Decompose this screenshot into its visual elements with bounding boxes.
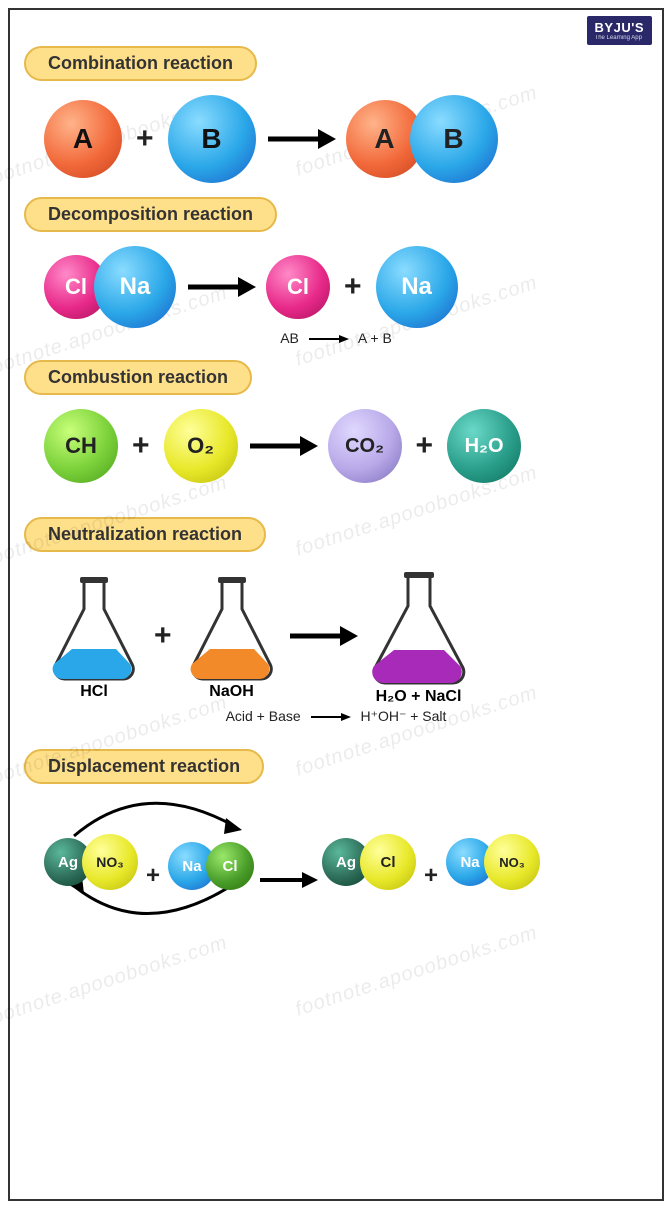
arrow-icon [309, 334, 349, 344]
eq-left: Acid + Base [226, 708, 301, 724]
brand-tag: The Learning App [595, 35, 644, 41]
flask-icon [44, 571, 144, 681]
arrow-icon [288, 624, 358, 648]
section-combination: Combination reaction A + B A B [24, 46, 648, 183]
molecule-clna: Cl Na [44, 246, 176, 328]
curved-arrow-top [34, 786, 254, 846]
section-decomposition: Decomposition reaction Cl Na Cl + Na AB … [24, 197, 648, 346]
arrow-icon [266, 127, 336, 151]
displacement-row: Ag NO₃ + Na Cl Ag Cl + Na NO₃ [44, 834, 648, 890]
atom-h2o: H₂O [447, 409, 521, 483]
atom-b2: B [410, 95, 498, 183]
atom-o2: O₂ [164, 409, 238, 483]
atom-na: Na [94, 246, 176, 328]
flask-naoh: NaOH [182, 571, 282, 701]
title-combination: Combination reaction [24, 46, 257, 81]
neutralization-row: HCl + NaOH H₂O + NaCl [44, 566, 648, 706]
section-displacement: Displacement reaction Ag NO₃ + Na Cl Ag [24, 749, 648, 890]
title-combustion: Combustion reaction [24, 360, 252, 395]
watermark: footnote.apooobooks.com [0, 931, 231, 1031]
label-product: H₂O + NaCl [376, 688, 462, 706]
eq-left: AB [280, 330, 299, 346]
decomp-equation: AB A + B [24, 330, 648, 346]
atom-no3: NO₃ [82, 834, 138, 890]
atom-ch: CH [44, 409, 118, 483]
combination-row: A + B A B [44, 95, 648, 183]
section-combustion: Combustion reaction CH + O₂ CO₂ + H₂O [24, 360, 648, 483]
plus-icon: + [420, 862, 442, 890]
atom-b: B [168, 95, 256, 183]
plus-icon: + [150, 619, 176, 653]
decomposition-row: Cl Na Cl + Na [44, 246, 648, 328]
label-naoh: NaOH [209, 683, 253, 701]
title-displacement: Displacement reaction [24, 749, 264, 784]
neut-equation: Acid + Base H⁺OH⁻ + Salt [24, 708, 648, 725]
title-neutralization: Neutralization reaction [24, 517, 266, 552]
title-decomposition: Decomposition reaction [24, 197, 277, 232]
flask-hcl: HCl [44, 571, 144, 701]
arrow-icon [311, 712, 351, 722]
molecule-nano3: Na NO₃ [446, 834, 540, 890]
atom-no32: NO₃ [484, 834, 540, 890]
atom-cl: Cl [206, 842, 254, 890]
watermark: footnote.apooobooks.com [293, 921, 541, 1021]
section-neutralization: Neutralization reaction HCl + NaOH [24, 517, 648, 725]
atom-cl2: Cl [360, 834, 416, 890]
atom-cl2: Cl [266, 255, 330, 319]
diagram-frame: BYJU'S The Learning App footnote.apooobo… [8, 8, 664, 1201]
plus-icon: + [132, 122, 158, 156]
flask-icon [182, 571, 282, 681]
arrow-icon [258, 870, 318, 890]
brand-logo: BYJU'S The Learning App [587, 16, 652, 45]
plus-icon: + [412, 429, 438, 463]
plus-icon: + [128, 429, 154, 463]
atom-co2: CO₂ [328, 409, 402, 483]
arrow-icon [248, 434, 318, 458]
flask-product: H₂O + NaCl [364, 566, 474, 706]
atom-na2: Na [376, 246, 458, 328]
brand-text: BYJU'S [595, 20, 644, 35]
molecule-agno3: Ag NO₃ [44, 834, 138, 890]
molecule-agcl: Ag Cl [322, 834, 416, 890]
atom-a: A [44, 100, 122, 178]
eq-right: H⁺OH⁻ + Salt [360, 708, 446, 724]
combustion-row: CH + O₂ CO₂ + H₂O [44, 409, 648, 483]
flask-icon [364, 566, 474, 686]
arrow-icon [186, 275, 256, 299]
eq-right: A + B [358, 330, 392, 346]
molecule-ab: A B [346, 95, 498, 183]
plus-icon: + [340, 270, 366, 304]
label-hcl: HCl [80, 683, 108, 701]
